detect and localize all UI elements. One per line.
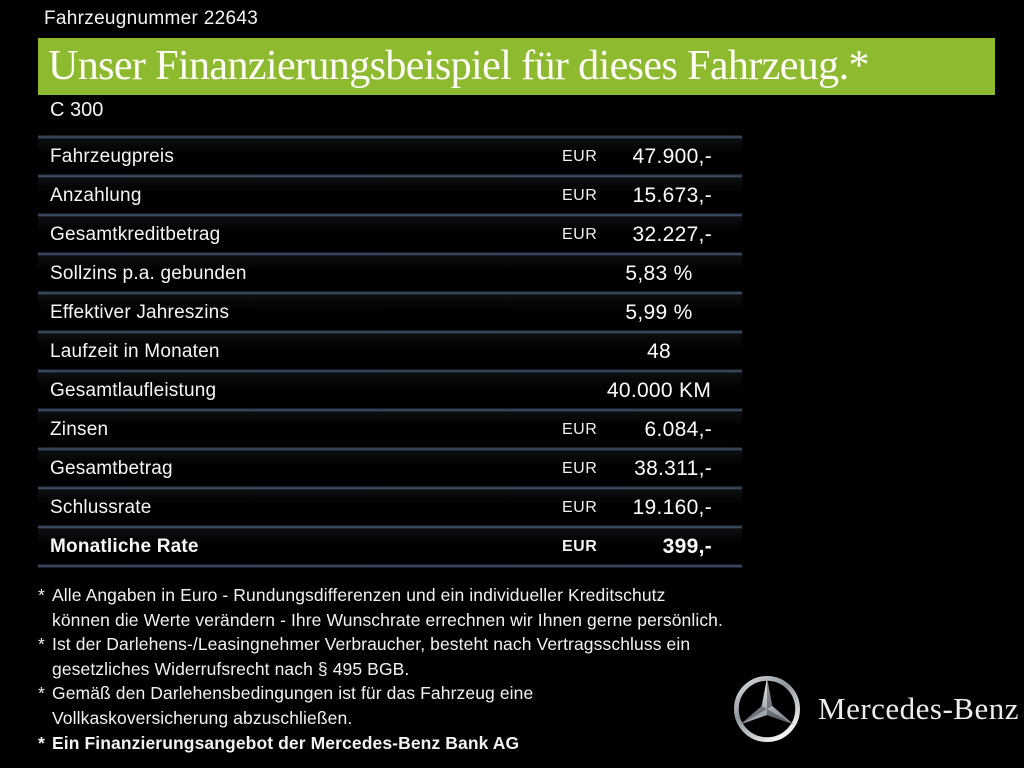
row-separator — [38, 447, 742, 451]
table-row: Monatliche Rate EUR 399,- — [38, 529, 742, 564]
mercedes-star-icon — [733, 675, 801, 743]
row-currency: EUR — [562, 147, 598, 165]
footnote-line: Gemäß den Darlehensbedingungen ist für d… — [52, 683, 534, 704]
table-row: Sollzins p.a. gebunden 5,83 % — [38, 256, 742, 291]
footnote-text: Gemäß den Darlehensbedingungen ist für d… — [52, 681, 738, 730]
row-separator — [38, 291, 742, 295]
footnote-line: gesetzliches Widerrufsrecht nach § 495 B… — [52, 658, 410, 679]
row-currency: EUR — [562, 459, 598, 477]
row-separator — [38, 213, 742, 217]
footnote-text: Ein Finanzierungsangebot der Mercedes-Be… — [52, 731, 738, 756]
row-label: Effektiver Jahreszins — [50, 301, 230, 323]
row-amount: 32.227,- — [632, 222, 712, 246]
row-label: Sollzins p.a. gebunden — [50, 262, 247, 284]
row-label: Gesamtkreditbetrag — [50, 223, 221, 245]
row-amount: 19.160,- — [632, 495, 712, 519]
row-amount: 399,- — [662, 534, 712, 558]
table-row: Schlussrate EUR 19.160,- — [38, 490, 742, 525]
row-amount: 5,99 % — [625, 300, 693, 324]
row-label: Laufzeit in Monaten — [50, 340, 220, 362]
row-separator — [38, 174, 742, 178]
row-value-cell: EUR 38.311,- — [560, 451, 742, 486]
page-title: Unser Finanzierungsbeispiel für dieses F… — [48, 43, 869, 89]
table-row: Effektiver Jahreszins 5,99 % — [38, 295, 742, 330]
row-amount: 38.311,- — [634, 456, 712, 480]
footnote-line: Alle Angaben in Euro - Rundungsdifferenz… — [52, 585, 666, 605]
row-separator — [38, 408, 742, 412]
row-separator — [38, 525, 742, 529]
row-value-cell: EUR 15.673,- — [560, 178, 742, 213]
footnote-line: Ein Finanzierungsangebot der Mercedes-Be… — [52, 732, 520, 753]
footnote-marker: * — [38, 585, 45, 605]
row-label: Monatliche Rate — [50, 535, 199, 557]
footnote-marker: * — [38, 634, 45, 655]
footnote: * Alle Angaben in Euro - Rundungsdifferen… — [38, 583, 738, 632]
row-amount: 40.000 KM — [606, 378, 712, 402]
footnotes: * Alle Angaben in Euro - Rundungsdifferen… — [38, 583, 738, 755]
row-separator — [38, 369, 742, 373]
row-value-cell: EUR 19.160,- — [560, 490, 742, 525]
row-amount: 15.673,- — [632, 183, 712, 207]
footnote-marker: * — [38, 683, 45, 704]
row-label: Fahrzeugpreis — [50, 145, 175, 167]
row-value-cell: 48 — [560, 334, 742, 369]
row-value-cell: 40.000 KM — [560, 373, 742, 408]
footnote-line: Vollkaskoversicherung abzuschließen. — [52, 707, 353, 728]
row-currency: EUR — [562, 420, 598, 438]
row-currency: EUR — [562, 186, 598, 204]
title-banner: Unser Finanzierungsbeispiel für dieses F… — [38, 38, 995, 95]
row-label: Schlussrate — [50, 496, 152, 518]
row-separator — [38, 135, 742, 139]
finance-table: Fahrzeugpreis EUR 47.900,- Anzahlung EUR 15.6… — [38, 135, 742, 568]
footnote-marker: * — [38, 732, 45, 753]
table-row: Laufzeit in Monaten 48 — [38, 334, 742, 369]
footnote: * Gemäß den Darlehensbedingungen ist für … — [38, 681, 738, 730]
row-amount: 47.900,- — [632, 144, 712, 168]
row-label: Zinsen — [50, 418, 109, 440]
row-currency: EUR — [562, 225, 598, 243]
brand-area: Mercedes-Benz — [733, 673, 1019, 745]
footnote: * Ein Finanzierungsangebot der Mercedes-B… — [38, 731, 738, 756]
footnote-text: Alle Angaben in Euro - Rundungsdifferenz… — [52, 583, 738, 632]
footnote: * Ist der Darlehens-/Leasingnehmer Verbra… — [38, 632, 738, 681]
row-label: Anzahlung — [50, 184, 142, 206]
row-currency: EUR — [562, 537, 598, 555]
table-row: Gesamtlaufleistung 40.000 KM — [38, 373, 742, 408]
row-currency: EUR — [562, 498, 598, 516]
row-value-cell: EUR 6.084,- — [560, 412, 742, 447]
row-separator — [38, 486, 742, 490]
row-amount: 48 — [647, 339, 671, 363]
table-row: Zinsen EUR 6.084,- — [38, 412, 742, 447]
brand-wordmark: Mercedes-Benz — [818, 691, 1020, 726]
row-label: Gesamtlaufleistung — [50, 379, 217, 401]
row-separator — [38, 564, 742, 568]
row-amount: 5,83 % — [625, 261, 693, 285]
row-value-cell: EUR 47.900,- — [560, 139, 742, 174]
footnote-line: können die Werte verändern - Ihre Wunsch… — [52, 609, 723, 630]
row-label: Gesamtbetrag — [50, 457, 173, 479]
table-row: Gesamtkreditbetrag EUR 32.227,- — [38, 217, 742, 252]
row-amount: 6.084,- — [644, 417, 712, 441]
table-row: Gesamtbetrag EUR 38.311,- — [38, 451, 742, 486]
table-row: Anzahlung EUR 15.673,- — [38, 178, 742, 213]
row-value-cell: EUR 399,- — [560, 529, 742, 564]
row-value-cell: 5,99 % — [560, 295, 742, 330]
vehicle-number: Fahrzeugnummer 22643 — [44, 8, 259, 29]
row-separator — [38, 252, 742, 256]
vehicle-model: C 300 — [50, 99, 104, 121]
table-row: Fahrzeugpreis EUR 47.900,- — [38, 139, 742, 174]
row-value-cell: 5,83 % — [560, 256, 742, 291]
row-value-cell: EUR 32.227,- — [560, 217, 742, 252]
footnote-line: Ist der Darlehens-/Leasingnehmer Verbrau… — [52, 634, 691, 655]
footnote-text: Ist der Darlehens-/Leasingnehmer Verbrau… — [52, 632, 738, 681]
row-separator — [38, 330, 742, 334]
